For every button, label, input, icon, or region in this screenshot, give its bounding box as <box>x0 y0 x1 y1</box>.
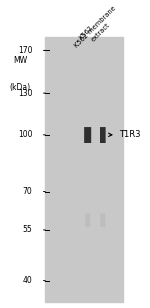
Text: 40: 40 <box>23 276 32 285</box>
Text: 55: 55 <box>23 225 32 234</box>
Text: MW: MW <box>13 55 27 65</box>
FancyBboxPatch shape <box>100 213 105 227</box>
FancyBboxPatch shape <box>85 213 90 227</box>
FancyBboxPatch shape <box>84 127 91 143</box>
Text: 100: 100 <box>18 130 32 139</box>
Text: 130: 130 <box>18 89 32 98</box>
FancyBboxPatch shape <box>100 127 106 143</box>
Text: K562: K562 <box>77 24 94 40</box>
Text: (kDa): (kDa) <box>10 83 31 91</box>
Text: 170: 170 <box>18 46 32 55</box>
Text: 70: 70 <box>23 187 32 196</box>
Text: K562 membrane
extract: K562 membrane extract <box>74 6 123 54</box>
Text: T1R3: T1R3 <box>109 130 140 139</box>
